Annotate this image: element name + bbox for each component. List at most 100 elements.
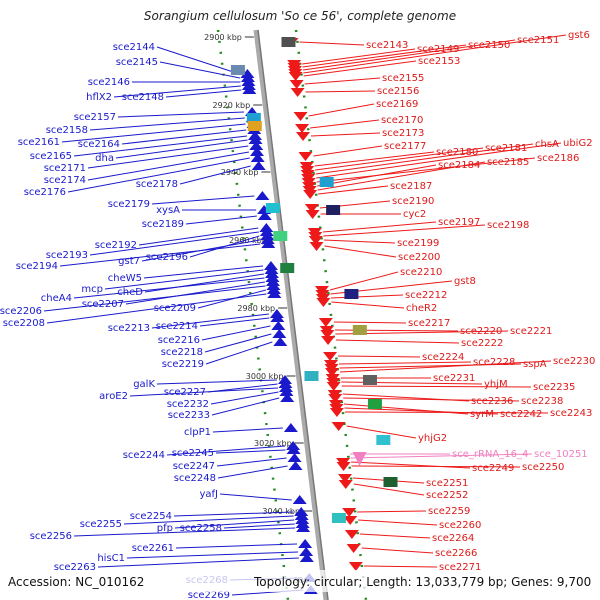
forward-gene-arrow xyxy=(267,289,282,298)
cds-block xyxy=(362,375,377,385)
reverse-gene-arrow xyxy=(296,132,311,141)
genome-backbone-shadow xyxy=(257,29,329,600)
kbp-tick-label: 2960 kbp xyxy=(229,236,267,245)
right-gene-label: sce2143 xyxy=(366,40,408,51)
reverse-gene-arrow xyxy=(304,204,319,213)
right-gene-label: sce2260 xyxy=(439,520,481,531)
forward-gene-arrow xyxy=(257,211,272,220)
cds-block xyxy=(230,65,245,75)
left-label-connector xyxy=(151,313,269,329)
left-gene-label: sce2146 xyxy=(88,77,130,88)
right-label-connector xyxy=(351,461,471,469)
left-label-connector xyxy=(73,277,265,299)
forward-gene-arrow xyxy=(294,507,309,516)
right-gene-label: sce2228 xyxy=(473,357,515,368)
reverse-gene-arrow xyxy=(329,408,344,417)
cds-block xyxy=(281,37,296,47)
left-label-connector xyxy=(223,523,295,529)
right-gene-label: sce2266 xyxy=(435,548,477,559)
kbp-tick-group: 2900 kbp 2920 kbp 2940 kbp 2960 kbp 2980 kbp… xyxy=(204,33,321,585)
right-label-connector xyxy=(363,565,438,568)
reverse-gene-arrow xyxy=(316,298,331,307)
left-label-connector xyxy=(67,157,250,193)
gene-label-group: sce2144 sce2145 sce2146 hflX2 sce2148 sce2157… xyxy=(0,30,595,600)
left-gene-label: sce2157 xyxy=(74,112,116,123)
cds-block xyxy=(376,435,391,445)
left-gene-label: cheD xyxy=(117,287,143,298)
reverse-gene-arrow xyxy=(342,508,357,517)
reverse-gene-arrow xyxy=(331,422,346,431)
left-label-connector xyxy=(210,391,279,405)
right-label-connector xyxy=(361,547,434,554)
left-gene-label: sce2227 xyxy=(164,387,206,398)
kbp-tick-label: 2900 kbp xyxy=(204,33,242,42)
right-gene-label: sce2251 xyxy=(426,478,468,489)
forward-gene-arrow xyxy=(286,441,301,450)
right-label-connector xyxy=(314,151,435,167)
right-gene-label: sce2149 xyxy=(417,44,459,55)
right-gene-label: sce2200 xyxy=(398,252,440,263)
forward-gene-arrow xyxy=(270,313,285,322)
left-gene-label: sce2213 xyxy=(108,323,150,334)
right-gene-label: sce2249 xyxy=(472,463,514,474)
reverse-gene-arrow xyxy=(348,562,363,571)
left-label-connector xyxy=(113,85,241,98)
left-gene-label: sce2258 xyxy=(180,523,222,534)
right-gene-label: sce2224 xyxy=(422,352,464,363)
right-gene-label: sce2212 xyxy=(405,290,447,301)
kbp-tick-label: 2940 kbp xyxy=(221,168,259,177)
left-label-connector xyxy=(199,317,270,327)
left-label-connector xyxy=(97,557,299,568)
reverse-gene-arrow xyxy=(320,330,335,339)
reverse-gene-arrow xyxy=(343,516,358,525)
right-gene-label: sce2170 xyxy=(381,115,423,126)
cds-block xyxy=(280,263,295,273)
left-gene-label: sce2194 xyxy=(16,261,58,272)
forward-gene-arrow xyxy=(295,519,310,528)
reverse-gene-arrow xyxy=(318,318,333,327)
right-label-connector xyxy=(336,339,460,344)
left-gene-label: cheW5 xyxy=(108,273,142,284)
forward-gene-arrow xyxy=(299,547,314,556)
reverse-gene-arrow xyxy=(305,210,320,219)
forward-gene-arrow xyxy=(266,281,281,290)
title-group: Sorangium cellulosum 'So ce 56', complet… xyxy=(144,9,456,23)
left-gene-label: dha xyxy=(95,153,114,164)
gene-feature-group xyxy=(230,37,398,594)
left-gene-label: sce2164 xyxy=(78,139,120,150)
left-gene-label: sce2248 xyxy=(174,473,216,484)
reverse-gene-arrow xyxy=(338,480,353,489)
right-label-connector xyxy=(341,385,532,388)
left-gene-label: sce2207 xyxy=(82,299,124,310)
right-label-connector xyxy=(359,533,431,539)
left-label-connector xyxy=(212,427,283,433)
left-gene-label: sce2174 xyxy=(44,175,86,186)
right-label-connector xyxy=(351,465,521,468)
left-label-connector xyxy=(166,445,286,456)
footer-group: Accession: NC_010162 Topology: circular;… xyxy=(0,570,600,592)
forward-gene-arrow xyxy=(277,375,292,384)
forward-gene-arrow xyxy=(249,147,264,156)
right-label-connector xyxy=(353,483,425,496)
left-gene-label: sce2179 xyxy=(108,199,150,210)
forward-gene-arrow xyxy=(241,77,256,86)
right-label-connector xyxy=(357,510,427,513)
right-label-connector xyxy=(302,44,467,68)
right-label-connector xyxy=(315,143,534,175)
right-gene-label: sce2173 xyxy=(382,128,424,139)
kbp-tick-label: 2920 kbp xyxy=(213,101,251,110)
left-gene-label: sce2144 xyxy=(113,42,155,53)
forward-gene-arrow xyxy=(280,393,295,402)
right-gene-label: cheR2 xyxy=(406,303,437,314)
right-label-connector xyxy=(339,361,472,365)
left-label-connector xyxy=(217,465,288,479)
left-label-connector xyxy=(73,527,296,537)
right-label-connector xyxy=(308,103,375,117)
left-gene-label: sce2216 xyxy=(158,335,200,346)
forward-gene-arrow xyxy=(266,285,281,294)
right-label-connector xyxy=(339,360,552,373)
forward-gene-arrow xyxy=(261,239,276,248)
right-label-connector xyxy=(302,48,416,65)
map-title: Sorangium cellulosum 'So ce 56', complet… xyxy=(144,9,456,23)
right-gene-label: sce2210 xyxy=(400,267,442,278)
